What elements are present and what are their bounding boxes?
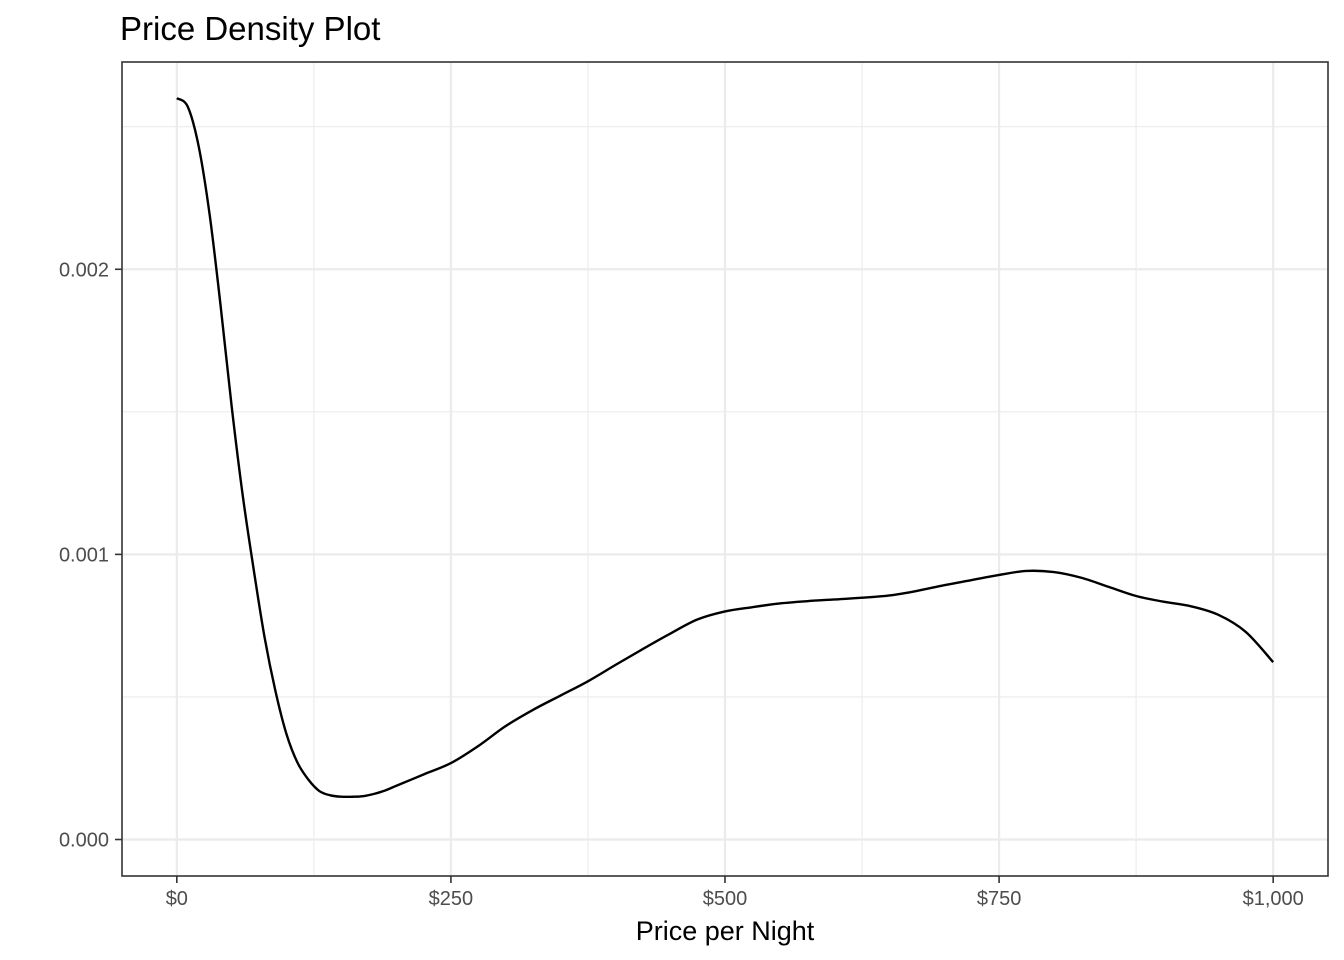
x-tick-label: $500 <box>703 888 748 910</box>
x-tick-label: $750 <box>977 888 1022 910</box>
y-tick-label: 0.002 <box>59 259 109 281</box>
x-axis-title: Price per Night <box>636 916 815 946</box>
y-tick-label: 0.001 <box>59 544 109 566</box>
major-gridlines <box>122 62 1328 876</box>
x-tick-label: $1,000 <box>1243 888 1304 910</box>
chart-title: Price Density Plot <box>120 10 380 47</box>
y-axis: 0.000 0.001 0.002 <box>59 259 122 852</box>
x-tick-label: $0 <box>166 888 188 910</box>
x-tick-label: $250 <box>429 888 474 910</box>
y-tick-label: 0.000 <box>59 830 109 852</box>
x-axis: $0 $250 $500 $750 $1,000 <box>166 876 1304 910</box>
density-curve <box>176 97 1275 799</box>
